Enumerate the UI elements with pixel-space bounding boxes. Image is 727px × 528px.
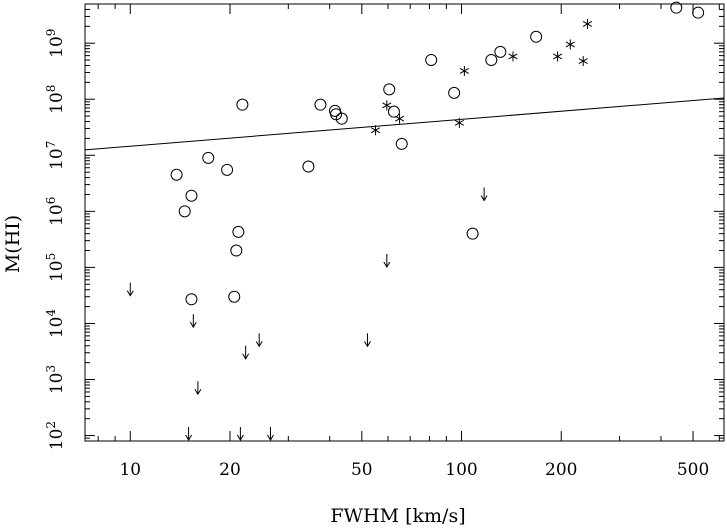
upper-limit-arrow xyxy=(185,427,193,441)
circle-point xyxy=(425,54,438,67)
y-tick-label: 104 xyxy=(44,309,67,339)
y-tick-label: 105 xyxy=(44,253,67,282)
star-stroke xyxy=(370,127,381,134)
circle-point xyxy=(202,151,215,164)
upper-limit-arrow xyxy=(383,254,391,268)
y-axis-label: M(HI) xyxy=(2,215,24,273)
circle-point xyxy=(170,168,183,181)
star-stroke xyxy=(565,41,575,48)
arrow-head xyxy=(189,321,197,329)
upper-limit-arrow xyxy=(364,333,371,348)
y-tick-label: 103 xyxy=(44,365,67,394)
circle-point xyxy=(228,290,241,303)
star-stroke xyxy=(459,67,469,74)
star-point xyxy=(553,51,563,62)
circle-point xyxy=(485,54,498,67)
x-axis-ticks: 10 20 50 100 200 500 xyxy=(97,4,720,480)
circle-point xyxy=(221,163,234,176)
arrow-head xyxy=(236,434,244,441)
star-point xyxy=(454,117,464,128)
star-points xyxy=(370,18,593,136)
x-tick-label: 500 xyxy=(677,460,709,480)
upper-limit-arrow xyxy=(126,282,134,297)
star-point xyxy=(578,56,588,67)
circle-point xyxy=(395,137,408,150)
circle-point xyxy=(185,293,198,306)
star-stroke xyxy=(394,115,405,122)
circle-point xyxy=(530,30,543,43)
upper-limit-arrow xyxy=(480,187,488,202)
circle-point xyxy=(466,227,479,240)
upper-limit-arrow xyxy=(242,345,250,360)
star-point xyxy=(508,51,518,62)
arrow-head xyxy=(364,341,371,348)
y-tick-label: 102 xyxy=(44,421,67,450)
x-tick-label: 50 xyxy=(351,460,373,480)
star-point xyxy=(394,113,405,124)
y-tick-label: 108 xyxy=(44,85,67,114)
star-stroke xyxy=(578,58,588,64)
circle-point xyxy=(236,98,249,111)
arrow-head xyxy=(267,434,274,441)
upper-limit-arrows xyxy=(126,187,488,441)
arrow-head xyxy=(480,195,488,202)
upper-limit-arrow xyxy=(267,427,274,441)
circle-point xyxy=(692,6,705,19)
x-tick-label: 100 xyxy=(445,460,477,480)
arrow-head xyxy=(242,353,250,360)
circle-point xyxy=(670,1,683,14)
x-tick-label: 10 xyxy=(119,460,141,480)
upper-limit-arrow xyxy=(236,427,244,441)
star-stroke xyxy=(508,53,518,60)
upper-limit-arrow xyxy=(194,381,202,396)
circle-point xyxy=(383,83,396,96)
fit-line-group xyxy=(84,97,725,151)
arrow-head xyxy=(194,388,202,396)
plot-border xyxy=(84,3,725,442)
y-tick-label: 106 xyxy=(44,197,67,226)
plot-frame xyxy=(84,3,725,442)
circle-point xyxy=(448,86,461,99)
arrow-head xyxy=(255,341,263,348)
star-point xyxy=(565,39,575,50)
circle-point xyxy=(230,244,243,257)
arrow-head xyxy=(185,434,193,441)
circle-point xyxy=(185,189,198,202)
y-tick-label: 107 xyxy=(44,141,67,170)
circle-point xyxy=(178,205,191,218)
y-tick-label: 109 xyxy=(44,29,67,58)
star-stroke xyxy=(582,21,593,27)
circle-point xyxy=(494,45,507,58)
arrow-head xyxy=(383,261,391,268)
circle-points xyxy=(170,1,705,306)
fit-line xyxy=(84,97,725,151)
circle-point xyxy=(387,105,400,118)
x-tick-label: 20 xyxy=(219,460,241,480)
star-point xyxy=(382,100,392,111)
star-stroke xyxy=(553,53,563,60)
circle-point xyxy=(232,225,245,238)
star-stroke xyxy=(454,119,464,126)
star-point xyxy=(370,125,381,136)
star-point xyxy=(459,65,469,76)
circle-point xyxy=(302,160,315,173)
x-tick-label: 200 xyxy=(545,460,577,480)
upper-limit-arrow xyxy=(255,333,263,348)
y-axis-ticks: 102 103 104 105 106 107 108 109 xyxy=(44,3,724,450)
x-axis-label: FWHM [km/s] xyxy=(330,505,465,527)
arrow-head xyxy=(126,290,134,297)
star-stroke xyxy=(382,102,392,109)
circle-point xyxy=(314,98,327,111)
star-point xyxy=(582,18,593,29)
circle-point xyxy=(335,112,348,125)
upper-limit-arrow xyxy=(189,314,197,329)
